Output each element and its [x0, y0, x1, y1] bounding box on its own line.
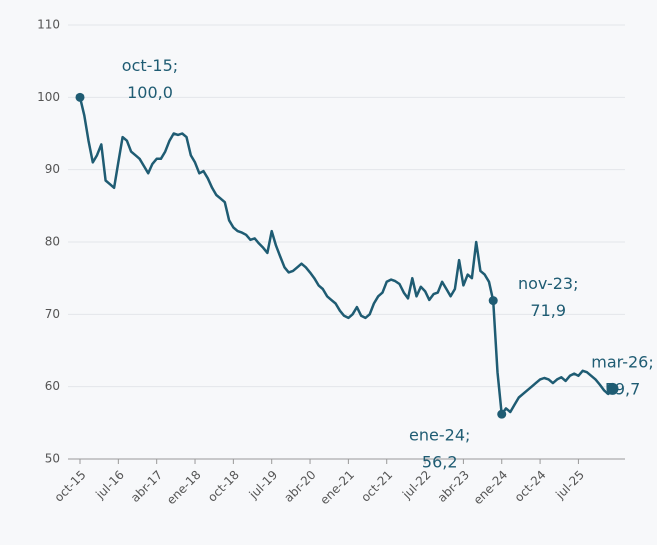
y-tick-label: 50 — [45, 452, 60, 466]
annotation: 71,9 — [530, 301, 566, 320]
line-series — [78, 97, 614, 416]
annotation: nov-23; — [518, 274, 579, 293]
annotation: 100,0 — [127, 83, 173, 102]
annotation: mar-26; — [591, 352, 653, 371]
annotation: 59,7 — [605, 379, 641, 398]
y-tick-label: 90 — [45, 162, 60, 176]
y-tick-label: 110 — [37, 18, 60, 32]
point-marker — [606, 382, 619, 395]
y-tick-label: 70 — [45, 307, 60, 321]
y-tick-label: 80 — [45, 235, 60, 249]
annotation: oct-15; — [122, 56, 178, 75]
point-marker — [75, 92, 85, 102]
point-marker — [488, 296, 498, 306]
annotation: ene-24; — [409, 426, 470, 445]
point-marker — [497, 409, 507, 419]
annotation: 56,2 — [422, 453, 458, 472]
y-tick-label: 100 — [37, 90, 60, 104]
y-tick-label: 60 — [45, 379, 60, 393]
